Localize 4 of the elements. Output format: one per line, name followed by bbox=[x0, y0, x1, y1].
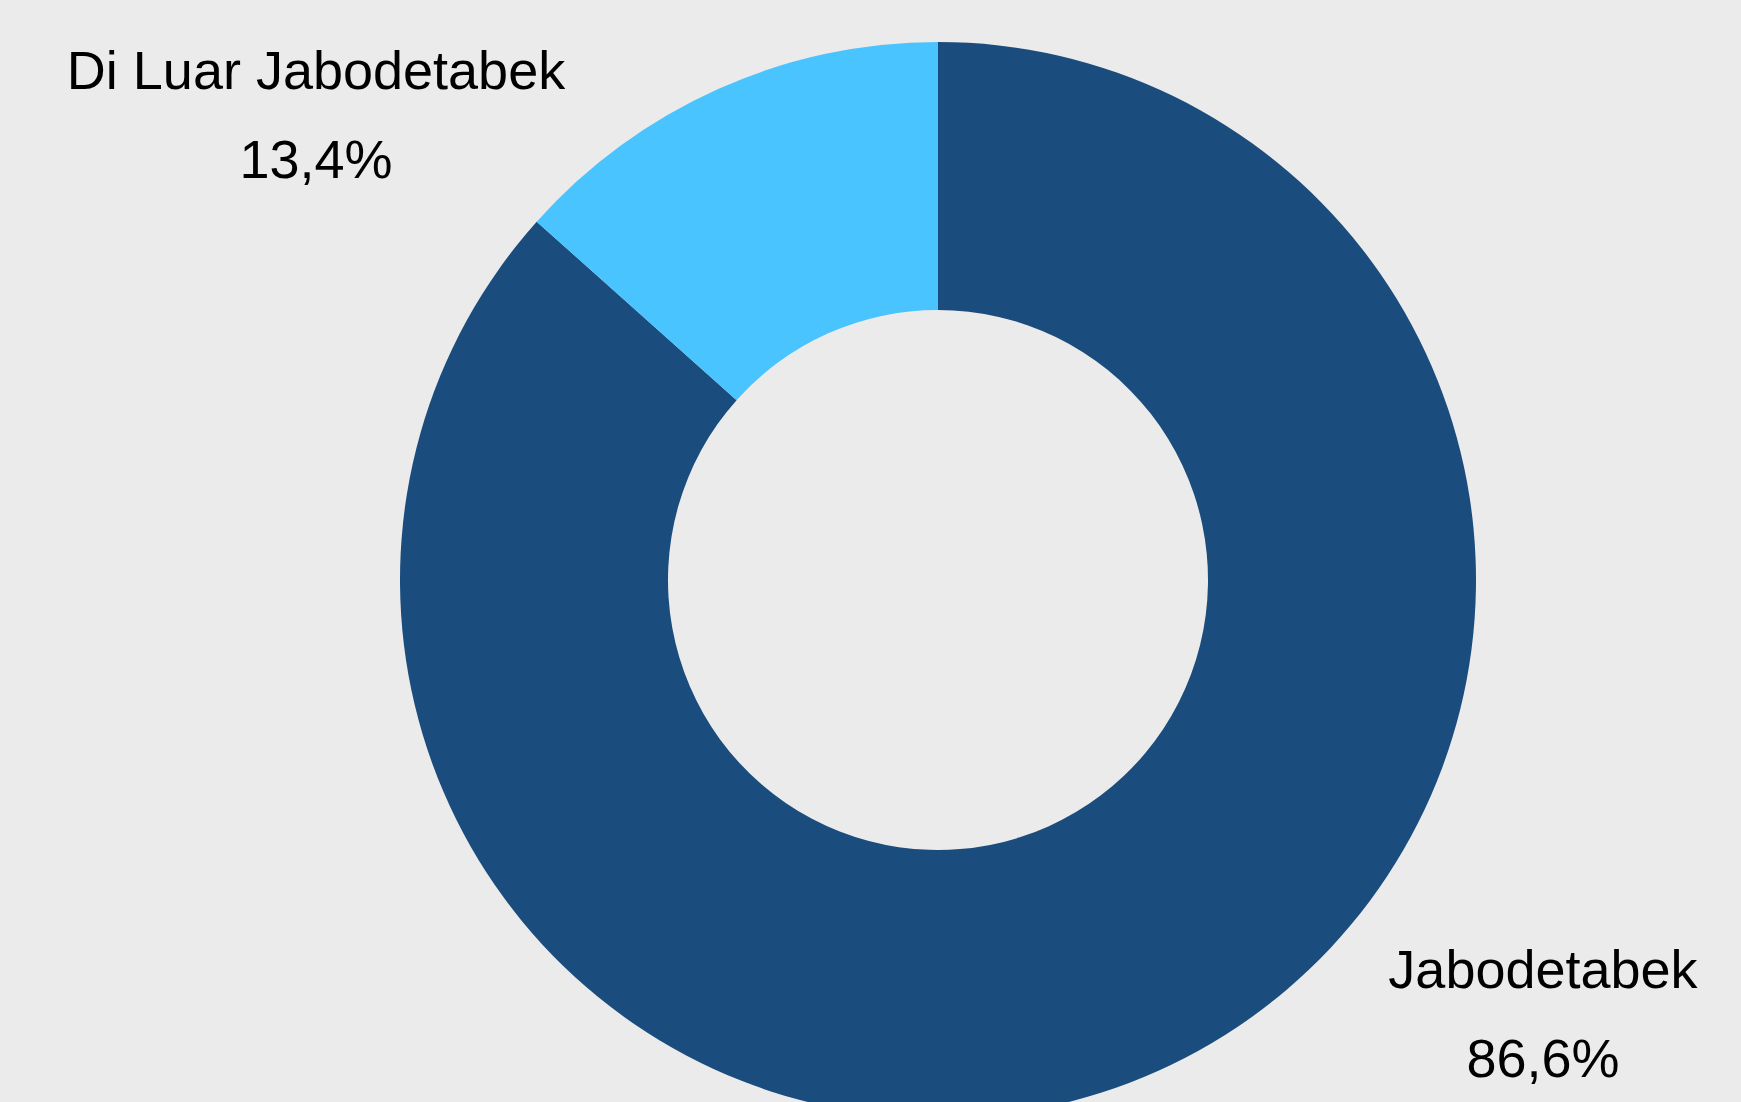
data-label: 13,4% bbox=[239, 129, 393, 189]
slice-label: Di Luar Jabodetabek bbox=[66, 40, 567, 100]
data-label: 86,6% bbox=[1466, 1028, 1620, 1088]
slice-label: Jabodetabek bbox=[1388, 939, 1699, 999]
